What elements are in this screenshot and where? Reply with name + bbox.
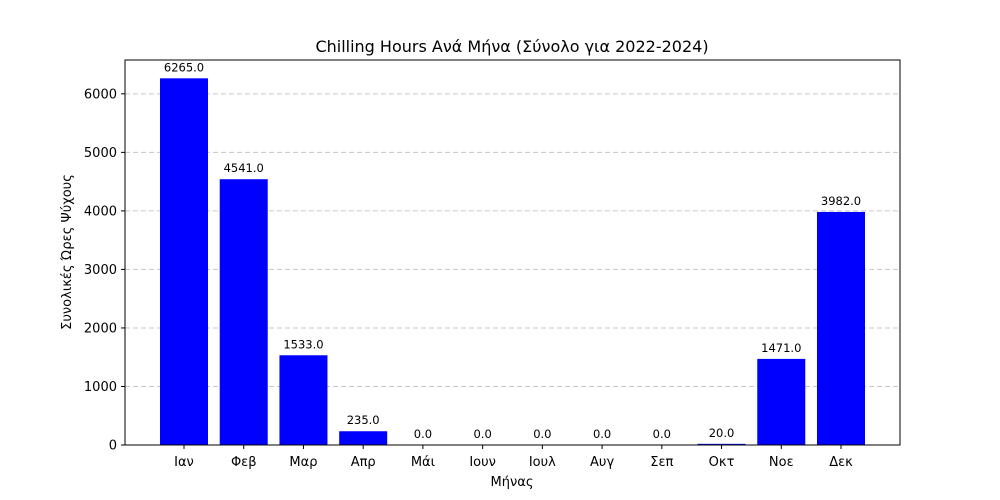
bar: [757, 358, 806, 445]
data-label: 1533.0: [283, 337, 323, 351]
y-tick-label: 6000: [84, 87, 117, 102]
x-tick-label: Οκτ: [709, 455, 735, 470]
data-label: 0.0: [533, 427, 551, 441]
data-label: 0.0: [473, 427, 491, 441]
x-tick-label: Μάι: [411, 455, 435, 470]
x-tick-label: Αυγ: [590, 455, 614, 470]
x-axis-label: Μήνας: [491, 475, 534, 490]
x-tick-label: Ιαν: [174, 455, 194, 470]
data-label: 6265.0: [164, 60, 204, 74]
bar: [339, 431, 388, 445]
plot-frame: [124, 59, 901, 446]
y-tick-label: 3000: [84, 263, 117, 278]
data-label: 0.0: [414, 427, 432, 441]
data-label: 3982.0: [821, 194, 861, 208]
x-tick-label: Σεπ: [650, 455, 673, 470]
data-label: 0.0: [653, 427, 671, 441]
y-axis-label: Συνολικές Ώρες Ψύχους: [60, 174, 75, 330]
x-tick-label: Μαρ: [289, 455, 317, 470]
bar: [279, 355, 328, 445]
data-label: 235.0: [347, 413, 380, 427]
data-label: 4541.0: [224, 161, 264, 175]
x-tick-label: Δεκ: [829, 455, 853, 470]
y-tick-label: 2000: [84, 321, 117, 336]
chart-title: Chilling Hours Ανά Μήνα (Σύνολο για 2022…: [315, 37, 708, 56]
y-tick-label: 1000: [84, 380, 117, 395]
data-label: 1471.0: [761, 341, 801, 355]
bar: [160, 78, 208, 445]
axis-ticks: 0 1000 2000 3000 4000 5000 6000 Ιαν Φεβ Μαρ Απρ Μάι…: [84, 87, 853, 470]
bar: [817, 211, 865, 445]
y-tick-label: 0: [109, 439, 117, 454]
data-label: 20.0: [709, 426, 735, 440]
x-tick-label: Απρ: [351, 455, 376, 470]
x-tick-label: Ιουλ: [529, 455, 556, 470]
x-tick-label: Φεβ: [231, 455, 257, 470]
data-label: 0.0: [593, 427, 611, 441]
x-tick-label: Νοε: [769, 455, 794, 470]
data-labels: 6265.0 4541.0 1533.0 235.0 0.0 0.0 0.0 0.0 0.0 20…: [164, 60, 861, 441]
x-tick-label: Ιουν: [469, 455, 496, 470]
y-tick-label: 5000: [84, 146, 117, 161]
bar: [697, 443, 746, 445]
bar: [219, 179, 268, 445]
y-tick-label: 4000: [84, 204, 117, 219]
bars: [160, 78, 865, 445]
